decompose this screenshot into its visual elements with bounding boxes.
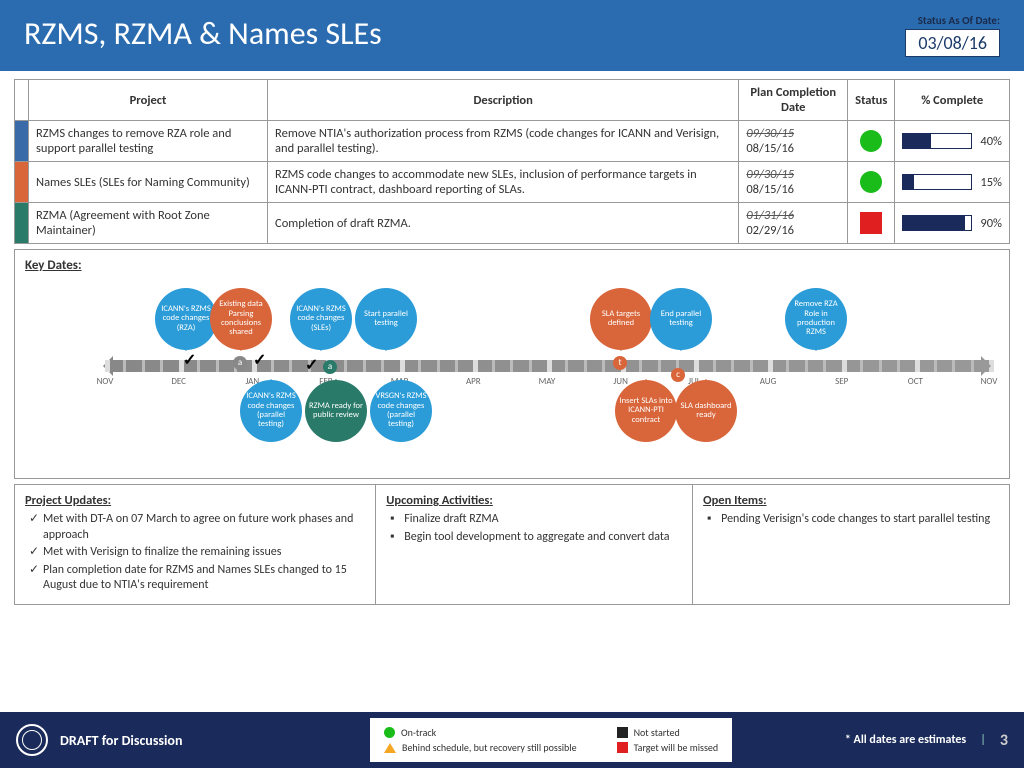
updates-title: Project Updates:	[25, 493, 365, 508]
updates-box: Project Updates: Met with DT-A on 07 Mar…	[14, 484, 376, 605]
milestone-dot: a	[323, 360, 337, 374]
timeline-bubble: SLA dashboard ready	[675, 380, 737, 442]
bottom-row: Project Updates: Met with DT-A on 07 Mar…	[14, 484, 1010, 605]
check-icon: ✓	[253, 350, 266, 370]
list-item: Finalize draft RZMA	[390, 512, 682, 528]
footer-right: * All dates are estimates | 3	[845, 731, 1008, 750]
status-date-box: Status As Of Date: 03/08/16	[905, 14, 1000, 57]
th: Description	[268, 80, 739, 121]
th: Status	[848, 80, 895, 121]
milestone-dot: a	[233, 356, 247, 370]
desc-cell: Remove NTIA's authorization process from…	[268, 121, 739, 162]
timeline-bubble: SLA targets defined	[590, 288, 652, 350]
keydates-panel: Key Dates: NOVDECJANFEBMARAPRMAYJUNJULAU…	[14, 249, 1010, 479]
pct-cell: 15%	[895, 162, 1010, 203]
list-item: Met with Verisign to finalize the remain…	[29, 545, 365, 561]
list-item: Plan completion date for RZMS and Names …	[29, 563, 365, 594]
desc-cell: Completion of draft RZMA.	[268, 203, 739, 244]
project-cell: Names SLEs (SLEs for Naming Community)	[29, 162, 268, 203]
timeline-bubble: Insert SLAs into ICANN-PTI contract	[615, 380, 677, 442]
pct-cell: 40%	[895, 121, 1010, 162]
th: Plan Completion Date	[739, 80, 848, 121]
open-title: Open Items:	[703, 493, 999, 508]
timeline-bubble: Start parallel testing	[355, 288, 417, 350]
project-cell: RZMA (Agreement with Root Zone Maintaine…	[29, 203, 268, 244]
check-icon: ✓	[183, 350, 196, 370]
legend: On-track Not started Behind schedule, but …	[370, 718, 732, 762]
legend-item: Not started	[617, 726, 719, 739]
timeline-bubble: RZMA ready for public review	[305, 380, 367, 442]
table-row: RZMA (Agreement with Root Zone Maintaine…	[15, 203, 1010, 244]
upcoming-box: Upcoming Activities: Finalize draft RZMA…	[376, 484, 693, 605]
list-item: Pending Verisign's code changes to start…	[707, 512, 999, 528]
status-cell	[848, 162, 895, 203]
project-cell: RZMS changes to remove RZA role and supp…	[29, 121, 268, 162]
icann-logo-icon	[16, 724, 48, 756]
upcoming-title: Upcoming Activities:	[386, 493, 682, 508]
draft-label: DRAFT for Discussion	[60, 732, 182, 749]
date-cell: 09/30/1508/15/16	[739, 162, 848, 203]
footer: DRAFT for Discussion On-track Not started…	[0, 712, 1024, 768]
milestone-dot: t	[613, 356, 627, 370]
timeline-bubble: End parallel testing	[650, 288, 712, 350]
timeline-bubble: ICANN's RZMS code changes (SLEs)	[290, 288, 352, 350]
timeline-bubble: Remove RZA Role in production RZMS	[785, 288, 847, 350]
legend-item: Behind schedule, but recovery still poss…	[384, 741, 577, 754]
estimates-note: * All dates are estimates	[845, 733, 966, 747]
month-label: NOV	[981, 376, 998, 387]
timeline-bubble: Existing data Parsing conclusions shared	[210, 288, 272, 350]
pct-cell: 90%	[895, 203, 1010, 244]
month-label: APR	[466, 376, 481, 387]
list-item: Met with DT-A on 07 March to agree on fu…	[29, 512, 365, 543]
timeline-bubble: ICANN's RZMS code changes (parallel test…	[240, 380, 302, 442]
th: Project	[29, 80, 268, 121]
check-icon: ✓	[305, 355, 318, 375]
status-cell	[848, 121, 895, 162]
date-label: Status As Of Date:	[905, 14, 1000, 27]
table-row: Names SLEs (SLEs for Naming Community) R…	[15, 162, 1010, 203]
date-cell: 01/31/1602/29/16	[739, 203, 848, 244]
month-label: DEC	[171, 376, 186, 387]
list-item: Begin tool development to aggregate and …	[390, 530, 682, 546]
month-label: SEP	[835, 376, 848, 387]
milestone-dot: c	[671, 368, 685, 382]
month-label: JUN	[613, 376, 627, 387]
date-value: 03/08/16	[905, 29, 1000, 57]
projects-table: ProjectDescriptionPlan Completion DateSt…	[14, 79, 1010, 244]
legend-item: Target will be missed	[617, 741, 719, 754]
timeline-bubble: VRSGN's RZMS code changes (parallel test…	[370, 380, 432, 442]
page-title: RZMS, RZMA & Names SLEs	[24, 14, 382, 53]
date-cell: 09/30/1508/15/16	[739, 121, 848, 162]
page-number: 3	[1000, 731, 1008, 750]
keydates-title: Key Dates:	[25, 258, 999, 273]
th: % Complete	[895, 80, 1010, 121]
month-label: AUG	[760, 376, 777, 387]
month-label: OCT	[908, 376, 923, 387]
open-box: Open Items: Pending Verisign's code chan…	[693, 484, 1010, 605]
month-label: MAY	[539, 376, 556, 387]
timeline-bubble: ICANN's RZMS code changes (RZA)	[155, 288, 217, 350]
desc-cell: RZMS code changes to accommodate new SLE…	[268, 162, 739, 203]
status-cell	[848, 203, 895, 244]
table-row: RZMS changes to remove RZA role and supp…	[15, 121, 1010, 162]
header: RZMS, RZMA & Names SLEs Status As Of Dat…	[0, 0, 1024, 71]
month-label: NOV	[97, 376, 114, 387]
legend-item: On-track	[384, 726, 577, 739]
